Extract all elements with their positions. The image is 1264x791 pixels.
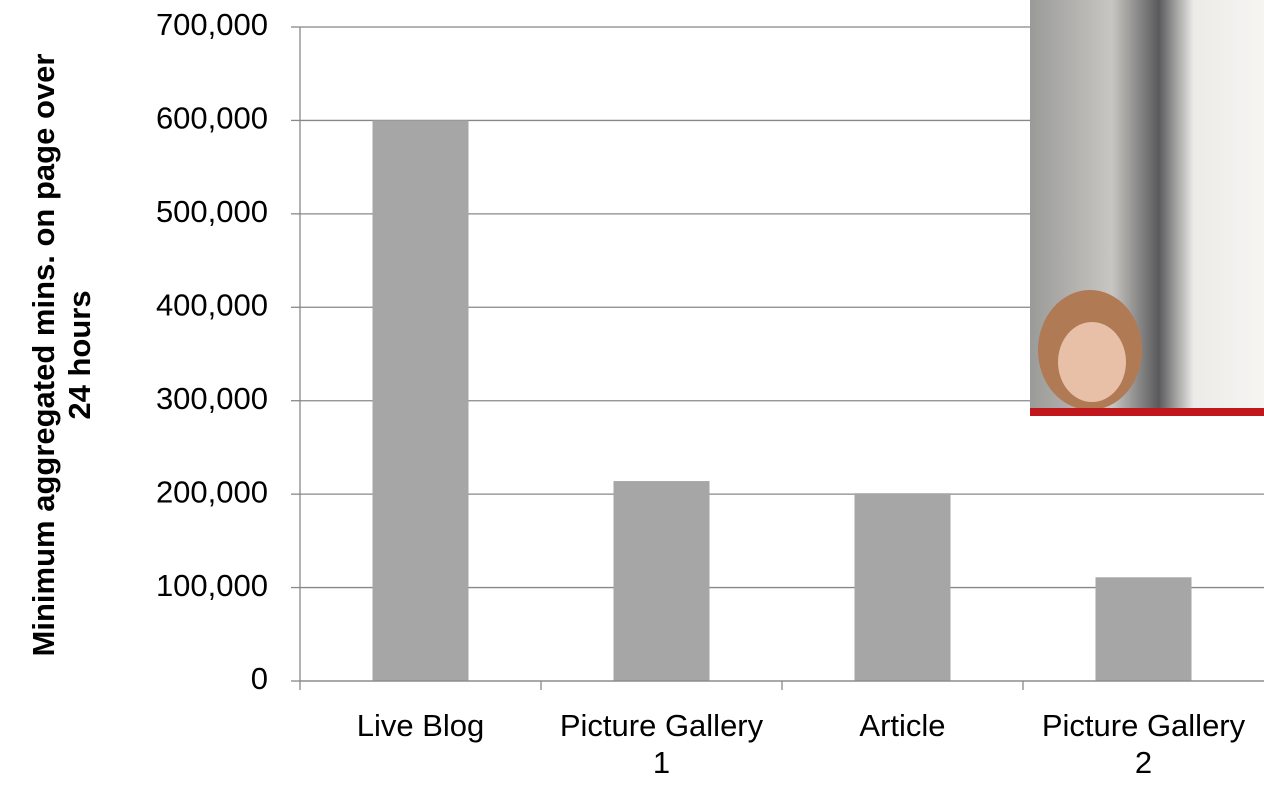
photo-rail [1030,408,1264,416]
bar [372,120,469,681]
x-tick-label: Article [859,708,946,743]
bar [1095,577,1192,681]
photo [1030,0,1264,416]
bar [854,493,951,681]
x-tick-label: Live Blog [356,708,485,743]
photo-face [1058,322,1126,402]
y-tick-label: 500,000 [156,194,268,229]
y-tick-label: 700,000 [156,7,268,42]
y-tick-label: 400,000 [156,287,268,322]
x-tick-label: Picture Gallery 1 [559,708,764,780]
y-tick-label: 300,000 [156,381,268,416]
y-tick-label: 200,000 [156,474,268,509]
bar [613,481,710,681]
y-tick-label: 0 [251,661,268,696]
x-tick-label: Picture Gallery 2 [1041,708,1246,780]
y-tick-label: 600,000 [156,101,268,136]
y-tick-label: 100,000 [156,568,268,603]
y-axis-title: Minimum aggregated mins. on page over 24… [26,53,97,657]
